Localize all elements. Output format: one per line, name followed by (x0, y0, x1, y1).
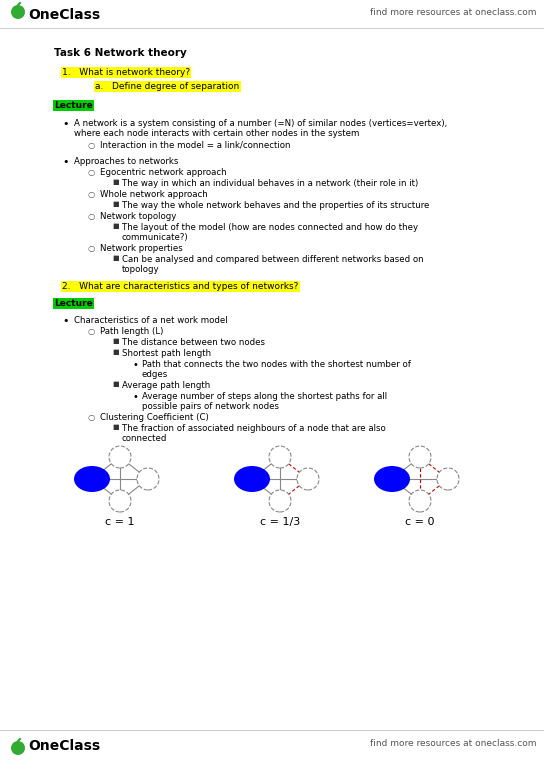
Text: Network properties: Network properties (100, 244, 183, 253)
Circle shape (437, 468, 459, 490)
Text: A network is a system consisting of a number (=N) of similar nodes (vertices=ver: A network is a system consisting of a nu… (74, 119, 447, 128)
Text: 2.   What are characteristics and types of networks?: 2. What are characteristics and types of… (62, 282, 298, 291)
Text: find more resources at oneclass.com: find more resources at oneclass.com (369, 739, 536, 748)
Text: Lecture: Lecture (54, 299, 92, 308)
Text: c = 1/3: c = 1/3 (260, 517, 300, 527)
Text: Lecture: Lecture (54, 101, 92, 110)
Text: ■: ■ (112, 349, 119, 355)
Circle shape (269, 490, 291, 512)
Text: •: • (62, 119, 69, 129)
Text: ○: ○ (88, 327, 95, 336)
Text: The layout of the model (how are nodes connected and how do they: The layout of the model (how are nodes c… (122, 223, 418, 232)
Text: find more resources at oneclass.com: find more resources at oneclass.com (369, 8, 536, 17)
Text: •: • (62, 316, 69, 326)
Text: Approaches to networks: Approaches to networks (74, 157, 178, 166)
Text: 1.   What is network theory?: 1. What is network theory? (62, 68, 190, 77)
Text: ○: ○ (88, 141, 95, 150)
Text: Whole network approach: Whole network approach (100, 190, 208, 199)
Text: Average path length: Average path length (122, 381, 210, 390)
Text: ○: ○ (88, 168, 95, 177)
Text: Average number of steps along the shortest paths for all: Average number of steps along the shorte… (142, 392, 387, 401)
Circle shape (11, 741, 25, 755)
Text: The distance between two nodes: The distance between two nodes (122, 338, 265, 347)
Text: topology: topology (122, 265, 159, 274)
Text: Clustering Coefficient (C): Clustering Coefficient (C) (100, 413, 209, 422)
Text: Characteristics of a net work model: Characteristics of a net work model (74, 316, 227, 325)
Circle shape (409, 446, 431, 468)
Text: ○: ○ (88, 244, 95, 253)
Text: a.   Define degree of separation: a. Define degree of separation (95, 82, 239, 91)
Text: OneClass: OneClass (28, 739, 100, 753)
Text: connected: connected (122, 434, 168, 443)
Text: c = 1: c = 1 (105, 517, 135, 527)
Circle shape (109, 490, 131, 512)
Text: ○: ○ (88, 190, 95, 199)
Text: The way in which an individual behaves in a network (their role in it): The way in which an individual behaves i… (122, 179, 418, 188)
Text: Network topology: Network topology (100, 212, 176, 221)
Circle shape (269, 446, 291, 468)
Circle shape (409, 490, 431, 512)
Text: ■: ■ (112, 223, 119, 229)
Text: •: • (62, 157, 69, 167)
Circle shape (297, 468, 319, 490)
Text: Egocentric network approach: Egocentric network approach (100, 168, 227, 177)
Text: ■: ■ (112, 424, 119, 430)
Text: The fraction of associated neighbours of a node that are also: The fraction of associated neighbours of… (122, 424, 386, 433)
Text: ■: ■ (112, 338, 119, 344)
Text: ○: ○ (88, 413, 95, 422)
Text: Interaction in the model = a link/connection: Interaction in the model = a link/connec… (100, 141, 290, 150)
Text: c = 0: c = 0 (405, 517, 435, 527)
Text: •: • (132, 392, 138, 402)
Text: ■: ■ (112, 255, 119, 261)
Ellipse shape (234, 466, 270, 492)
Text: ■: ■ (112, 179, 119, 185)
Text: Shortest path length: Shortest path length (122, 349, 211, 358)
Circle shape (109, 446, 131, 468)
Text: ■: ■ (112, 381, 119, 387)
Text: possible pairs of network nodes: possible pairs of network nodes (142, 402, 279, 411)
Text: Path length (L): Path length (L) (100, 327, 163, 336)
Circle shape (11, 5, 25, 19)
Text: ■: ■ (112, 201, 119, 207)
Text: ○: ○ (88, 212, 95, 221)
Text: Path that connects the two nodes with the shortest number of: Path that connects the two nodes with th… (142, 360, 411, 369)
Circle shape (137, 468, 159, 490)
Text: Can be analysed and compared between different networks based on: Can be analysed and compared between dif… (122, 255, 424, 264)
Ellipse shape (74, 466, 110, 492)
Text: edges: edges (142, 370, 168, 379)
Text: OneClass: OneClass (28, 8, 100, 22)
Text: communicate?): communicate?) (122, 233, 189, 242)
Text: The way the whole network behaves and the properties of its structure: The way the whole network behaves and th… (122, 201, 429, 210)
Text: •: • (132, 360, 138, 370)
Text: where each node interacts with certain other nodes in the system: where each node interacts with certain o… (74, 129, 360, 138)
Ellipse shape (374, 466, 410, 492)
Text: Task 6 Network theory: Task 6 Network theory (54, 48, 187, 58)
